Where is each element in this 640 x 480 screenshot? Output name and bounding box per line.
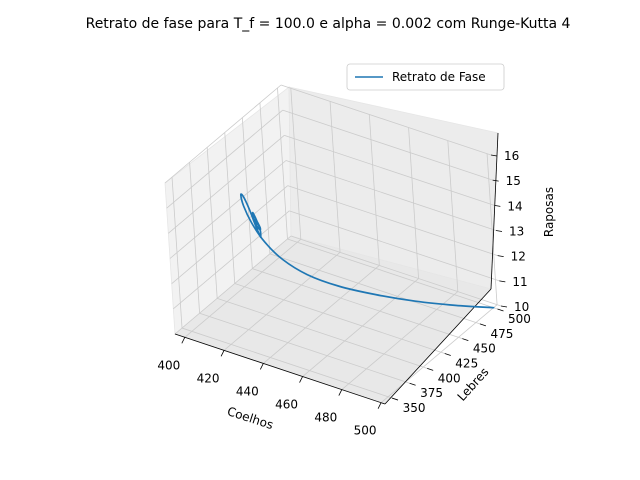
grid-line — [284, 134, 495, 206]
x-tick-mark — [259, 363, 264, 370]
x-tick-mark — [220, 350, 225, 357]
grid-line — [234, 283, 445, 354]
chart-title: Retrato de fase para T_f = 100.0 e alpha… — [86, 16, 571, 32]
grid-line — [217, 297, 428, 369]
z-tick-mark — [500, 305, 508, 308]
grid-line — [181, 327, 393, 399]
x-tick-label: 400 — [157, 358, 180, 372]
grid-line — [199, 312, 410, 384]
z-tick-mark — [492, 179, 499, 182]
grid-line — [280, 84, 492, 156]
grid-line — [290, 235, 502, 307]
z-axis-ticks: 10 11 12 13 14 15 16 — [490, 149, 529, 314]
grid-line — [289, 210, 500, 282]
grid-line — [282, 109, 493, 181]
x-tick-label: 480 — [314, 411, 337, 425]
grid-line — [166, 109, 283, 209]
legend-label: Retrato de Fase — [392, 70, 486, 84]
y-tick-mark — [497, 308, 504, 312]
z-axis-label: Raposas — [542, 187, 556, 237]
y-tick-label: 450 — [473, 342, 496, 356]
z-tick-label: 13 — [509, 225, 524, 239]
z-tick-label: 10 — [514, 300, 529, 314]
y-tick-label: 500 — [508, 312, 531, 326]
y-tick-mark — [391, 397, 399, 401]
z-tick-label: 14 — [507, 199, 522, 213]
x-tick-mark — [299, 376, 303, 383]
grid-line — [302, 278, 419, 377]
grid-line — [252, 268, 463, 340]
grid-line — [263, 265, 380, 364]
grid-line — [174, 235, 292, 335]
grid-line — [380, 304, 498, 403]
y-tick-label: 400 — [438, 371, 461, 385]
y-tick-mark — [479, 323, 487, 327]
y-tick-label: 350 — [403, 401, 426, 415]
y-tick-mark — [444, 353, 451, 356]
z-tick-label: 15 — [506, 174, 521, 188]
x-tick-mark — [181, 337, 186, 344]
x-axis-ticks: 400 420 440 460 480 500 — [157, 337, 382, 438]
grid-line — [223, 252, 341, 351]
x-tick-mark — [338, 389, 343, 396]
grid-line — [341, 291, 459, 390]
x-tick-label: 440 — [236, 384, 259, 398]
y-tick-label: 475 — [490, 327, 513, 341]
series-layer — [239, 193, 495, 309]
z-tick-mark — [490, 154, 498, 157]
series-line — [239, 193, 495, 309]
legend: Retrato de Fase — [346, 63, 505, 91]
grid-line — [287, 238, 498, 310]
grid-line — [269, 253, 481, 325]
x-tick-label: 500 — [354, 424, 377, 438]
grid-line — [287, 185, 498, 257]
y-tick-mark — [462, 338, 469, 342]
z-tick-label: 11 — [512, 275, 527, 289]
z-tick-mark — [497, 255, 504, 258]
legend-frame — [346, 63, 505, 91]
z-tick-label: 12 — [511, 250, 526, 264]
grid-line — [173, 210, 290, 310]
y-tick-mark — [427, 367, 434, 371]
x-tick-label: 420 — [197, 371, 220, 385]
y-tick-mark — [409, 382, 416, 386]
x-axis-label: Coelhos — [225, 404, 275, 432]
grid-line — [184, 238, 302, 338]
z-tick-mark — [495, 230, 503, 232]
x-tick-label: 460 — [275, 398, 298, 412]
grid-line — [169, 160, 287, 259]
grid-line — [164, 84, 282, 184]
x-tick-mark — [377, 402, 382, 409]
y-tick-label: 375 — [420, 386, 443, 400]
grid-line — [285, 160, 497, 231]
z-tick-mark — [499, 280, 506, 283]
z-tick-label: 16 — [504, 149, 519, 163]
grid-line — [168, 135, 285, 234]
y-tick-label: 425 — [455, 357, 478, 371]
z-tick-mark — [494, 204, 501, 207]
axis-lines — [174, 132, 499, 405]
grid-line — [171, 185, 288, 284]
grid-lines — [164, 84, 502, 403]
